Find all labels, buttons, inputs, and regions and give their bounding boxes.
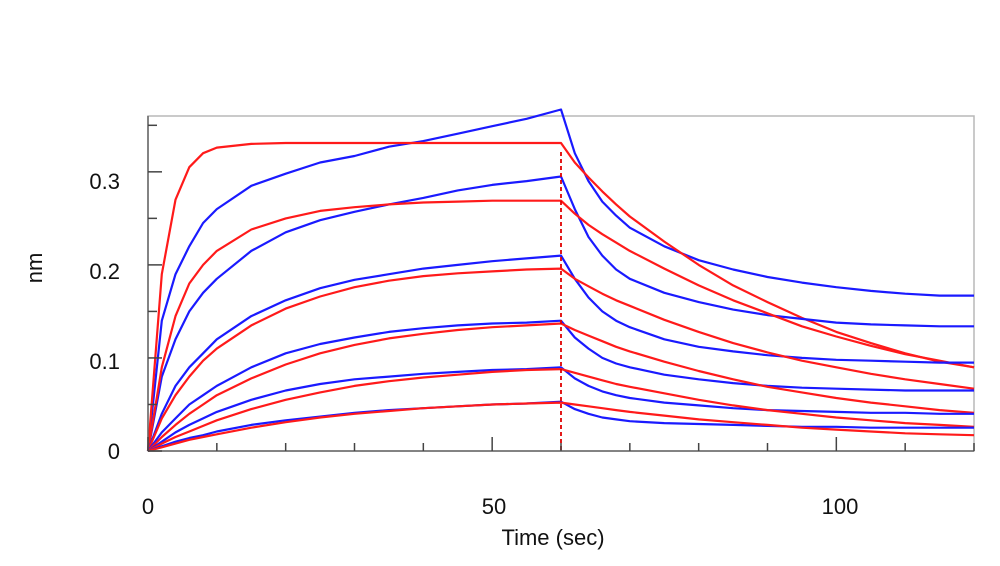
series-layer	[146, 108, 975, 453]
axis-layer	[147, 116, 975, 452]
y-tick-label-0-3: 0.3	[89, 169, 120, 194]
x-tick-label-50: 50	[482, 494, 506, 519]
x-tick-label-0: 0	[142, 494, 154, 519]
y-tick-label-0-2: 0.2	[89, 259, 120, 284]
y-tick-label-0-1: 0.1	[89, 349, 120, 374]
series-line-measured-8	[147, 366, 974, 452]
series-line-fit-11	[147, 401, 975, 453]
series-line-fit-5	[146, 267, 975, 452]
y-axis-label: nm	[22, 253, 47, 284]
y-tick-label-0: 0	[108, 439, 120, 464]
x-tick-label-100: 100	[822, 494, 859, 519]
x-axis-label: Time (sec)	[501, 525, 604, 550]
series-line-measured-4	[146, 254, 974, 452]
series-line-fit-3	[146, 199, 975, 452]
series-line-measured-0	[146, 108, 974, 452]
